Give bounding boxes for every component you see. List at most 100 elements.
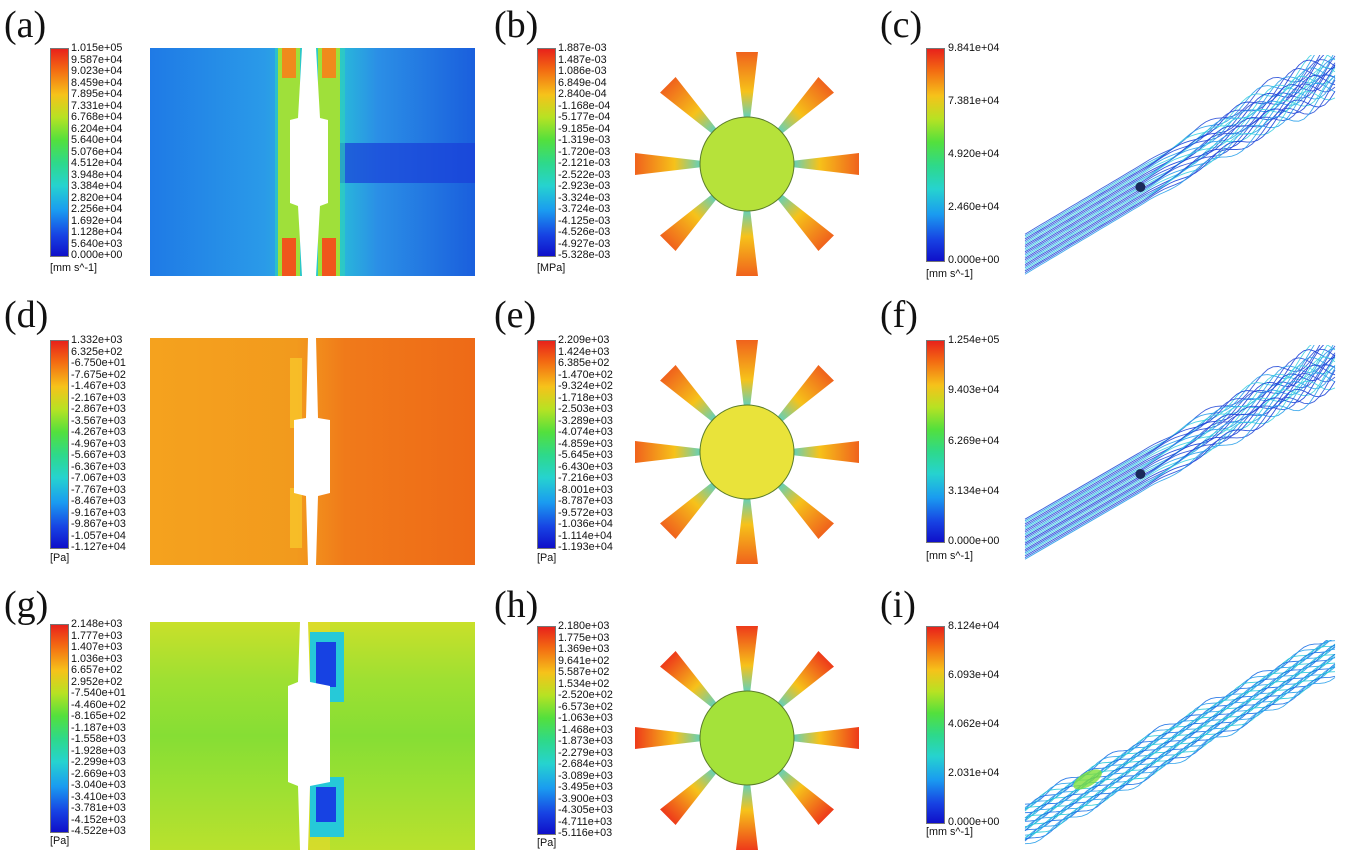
colorbar-tick-label: -3.781e+03: [71, 802, 126, 814]
colorbar-tick-label: -2.279e+03: [558, 746, 613, 759]
panel-label-f: (f): [880, 294, 918, 336]
colorbar-tick-label: 6.269e+04: [948, 434, 1000, 447]
impeller-blade: [736, 626, 758, 698]
colorbar-tick-label: -6.573e+02: [558, 700, 613, 713]
colorbar-tick-label: -4.967e+03: [71, 437, 126, 450]
colorbar-tick-label: 2.148e+03: [71, 618, 123, 630]
impeller-pressure-b: [633, 50, 861, 278]
streamline: [1024, 364, 1336, 544]
colorbar-tick-label: -5.645e+03: [558, 449, 613, 461]
streamline: [1024, 345, 1328, 530]
colorbar-tick-label: 1.036e+03: [71, 652, 123, 665]
colorbar-tick-label: -2.299e+03: [71, 756, 126, 768]
colorbar-tick-label: -1.057e+04: [71, 529, 126, 542]
colorbar-tick-label: -3.324e-03: [558, 191, 611, 204]
impeller-hub: [699, 690, 795, 786]
colorbar-tick-label: 1.369e+03: [558, 643, 610, 655]
colorbar-tick-label: 5.640e+04: [71, 134, 123, 146]
colorbar-tick-label: -1.558e+03: [71, 733, 126, 745]
streamline: [1024, 62, 1336, 241]
panel-label-c: (c): [880, 4, 923, 46]
colorbar-e: [537, 340, 556, 549]
colorbar-tick-label: -4.526e-03: [558, 226, 611, 238]
colorbar-tick-label: 1.775e+03: [558, 631, 610, 644]
colorbar-tick-label: -4.305e+03: [558, 804, 613, 816]
colorbar-tick-label: 0.000e+00: [948, 535, 1000, 547]
colorbar-tick-label: -2.669e+03: [71, 767, 126, 780]
streamline: [1024, 654, 1336, 819]
colorbar-tick-label: -4.859e+03: [558, 437, 613, 450]
colorbar-tick-label: 1.887e-03: [558, 42, 607, 54]
streamline: [1024, 66, 1336, 265]
colorbar-tick-label: 6.657e+02: [71, 664, 123, 676]
panel-label-e: (e): [494, 294, 537, 336]
streamline: [1024, 77, 1336, 262]
colorbar-tick-label: -3.040e+03: [71, 779, 126, 791]
colorbar-tick-label: -9.867e+03: [71, 518, 126, 530]
colorbar-tick-label: -6.750e+01: [71, 357, 126, 369]
streamline: [1024, 345, 1336, 523]
impeller-blade: [773, 365, 834, 426]
streamline: [1024, 75, 1336, 251]
impeller-pressure-h: [633, 624, 861, 852]
colorbar-tick-label: -1.187e+03: [71, 721, 126, 734]
colorbar-tick-label: -1.468e+03: [558, 723, 613, 736]
velocity-contour-a: [150, 48, 475, 276]
impeller-hub: [699, 404, 795, 500]
colorbar-tick-label: 1.332e+03: [71, 334, 123, 346]
streamline: [1024, 640, 1336, 808]
colorbar-tick-label: -4.522e+03: [71, 825, 126, 837]
colorbar-tick-label: -1.873e+03: [558, 735, 613, 747]
streamline: [1024, 55, 1328, 245]
colorbar-tick-label: 0.000e+00: [71, 249, 123, 261]
streamline: [1024, 356, 1336, 550]
colorbar-tick-label: 9.841e+04: [948, 42, 1000, 54]
colorbar-unit-f: [mm s^-1]: [926, 550, 974, 562]
colorbar-tick-label: -4.927e-03: [558, 237, 611, 250]
streamline: [1024, 345, 1325, 531]
colorbar-tick-label: -7.675e+02: [71, 368, 126, 381]
streamline: [1024, 640, 1328, 810]
colorbar-tick-label: 1.777e+03: [71, 629, 123, 642]
colorbar-tick-label: -1.114e+04: [558, 529, 613, 542]
pressure-contour-d: [150, 338, 475, 565]
streamline: [1024, 372, 1336, 546]
colorbar-tick-label: -9.572e+03: [558, 506, 613, 519]
colorbar-tick-label: -1.928e+03: [71, 744, 126, 757]
colorbar-tick-label: 2.180e+03: [558, 620, 610, 632]
colorbar-d: [50, 340, 69, 549]
colorbar-a: [50, 48, 69, 257]
impeller-blade: [787, 441, 859, 463]
colorbar-tick-label: -2.121e-03: [558, 157, 611, 169]
streamline: [1024, 66, 1336, 257]
colorbar-tick-label: -1.718e+03: [558, 391, 613, 404]
colorbar-tick-label: -5.667e+03: [71, 449, 126, 461]
colorbar-tick-label: 6.385e+02: [558, 357, 610, 369]
impeller-blade: [773, 651, 834, 712]
impeller-blade: [736, 492, 758, 564]
colorbar-tick-label: 3.384e+04: [71, 180, 123, 192]
panel-label-d: (d): [4, 294, 49, 336]
panel-label-h: (h): [494, 584, 539, 626]
impeller-blade: [773, 478, 834, 539]
streamline: [1024, 662, 1336, 828]
colorbar-tick-label: 5.076e+04: [71, 145, 123, 158]
impeller-region: [1073, 769, 1102, 790]
panel-label-a: (a): [4, 4, 47, 46]
colorbar-tick-label: -5.116e+03: [558, 827, 613, 839]
colorbar-tick-label: -8.165e+02: [71, 710, 126, 722]
colorbar-b: [537, 48, 556, 257]
colorbar-tick-label: -1.127e+04: [71, 541, 126, 553]
streamline: [1024, 345, 1315, 522]
impeller-blade: [736, 340, 758, 412]
colorbar-h: [537, 626, 556, 835]
colorbar-tick-label: 1.692e+04: [71, 214, 123, 227]
colorbar-tick-label: -9.167e+03: [71, 506, 126, 519]
streamline: [1024, 675, 1336, 840]
colorbar-tick-label: 4.920e+04: [948, 148, 1000, 160]
impeller-blade: [787, 153, 859, 175]
streamline: [1024, 82, 1336, 269]
impeller-blade: [635, 727, 707, 749]
streamline: [1024, 91, 1336, 270]
impeller-region: [1135, 469, 1146, 479]
